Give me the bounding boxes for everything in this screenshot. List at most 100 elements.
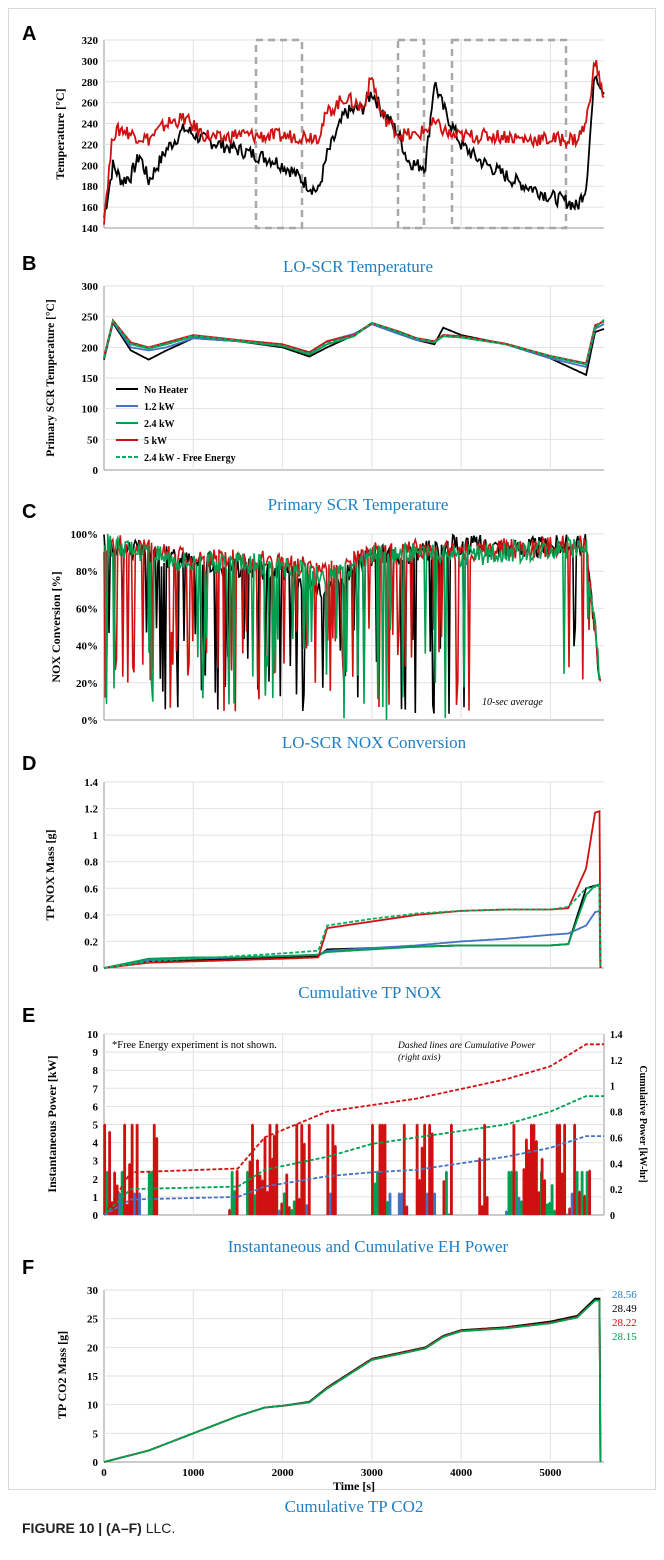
panel-letter: B xyxy=(22,253,36,275)
series-line xyxy=(103,909,602,969)
x-axis-label: Time [s] xyxy=(333,1479,375,1493)
highlight-box xyxy=(396,38,426,230)
y-axis-label: Instantaneous Power [kW] xyxy=(45,1055,59,1192)
y-axis-label: TP CO2 Mass [g] xyxy=(55,1331,69,1419)
y-tick-label: 1 xyxy=(93,1192,99,1204)
y-tick-label: 1 xyxy=(93,830,99,842)
note-right-axis: (right axis) xyxy=(398,1052,440,1063)
panel-title: LO-SCR Temperature xyxy=(283,257,433,276)
end-value-label: 28.22 xyxy=(612,1317,637,1329)
y-tick-label-right: 0.8 xyxy=(610,1108,623,1119)
panel-f: Instantaneous and Cumulative EH Power F … xyxy=(22,1237,637,1516)
y-tick-label: 200 xyxy=(82,342,99,354)
y-tick-label: 280 xyxy=(82,77,99,89)
end-value-label: 28.15 xyxy=(612,1331,637,1343)
y-tick-label: 4 xyxy=(93,1138,99,1150)
y-tick-label-right: 0.4 xyxy=(610,1159,623,1170)
end-value-label: 28.56 xyxy=(612,1289,637,1301)
y-tick-label: 200 xyxy=(82,160,99,172)
y-tick-label: 15 xyxy=(87,1371,99,1383)
panel-c: Primary SCR Temperature C NOX Conversion… xyxy=(22,495,604,727)
y-tick-label: 250 xyxy=(82,312,99,324)
series-line xyxy=(103,1043,604,1216)
y-tick-label: 220 xyxy=(82,139,99,151)
y-tick-label: 10 xyxy=(87,1029,99,1041)
y-tick-label: 6 xyxy=(93,1101,99,1113)
note-free-energy: *Free Energy experiment is not shown. xyxy=(112,1040,277,1051)
y-tick-label: 320 xyxy=(82,35,99,47)
y-tick-label: 3 xyxy=(93,1156,99,1168)
series-line xyxy=(103,74,605,218)
panel-letter: E xyxy=(22,1005,35,1027)
panel-a: A Temperature [°C] 320 300 280 260 240 220 200… xyxy=(22,23,605,235)
series-line xyxy=(103,1297,602,1463)
y-tick-label: 20 xyxy=(87,1342,99,1354)
y-tick-label: 0.2 xyxy=(84,936,98,948)
figure-frame xyxy=(8,8,656,1490)
y-ticks: 300 250 200 150 100 50 0 xyxy=(82,281,99,477)
series-line xyxy=(103,1299,602,1463)
series-line xyxy=(103,320,605,377)
panel-d: LO-SCR NOX Conversion D TP NOX Mass [g] … xyxy=(22,733,604,975)
series-lines xyxy=(103,533,602,720)
caption-text: LLC. xyxy=(141,1520,176,1536)
y-axis-label: Temperature [°C] xyxy=(53,88,67,179)
cumulative-lines xyxy=(103,1043,604,1216)
y-tick-label: 100 xyxy=(82,404,99,416)
y-tick-label: 40% xyxy=(76,641,98,653)
x-tick-label: 4000 xyxy=(450,1467,473,1479)
y-tick-label: 140 xyxy=(82,223,99,235)
series-line xyxy=(103,533,601,720)
x-tick-label: 3000 xyxy=(361,1467,384,1479)
panel-letter: D xyxy=(22,753,36,775)
x-tick-label: 1000 xyxy=(182,1467,205,1479)
legend-label: 2.4 kW - Free Energy xyxy=(144,453,236,464)
y-tick-label: 8 xyxy=(93,1065,99,1077)
y-tick-label: 0.8 xyxy=(84,857,98,869)
caption-label: FIGURE 10 | (A–F) xyxy=(22,1520,142,1536)
y-tick-label: 100% xyxy=(71,529,99,541)
y-ticks: 30 25 20 15 10 5 0 xyxy=(87,1285,99,1469)
panel-letter: A xyxy=(22,23,36,45)
x-tick-label: 5000 xyxy=(539,1467,562,1479)
y-tick-label: 5 xyxy=(93,1428,99,1440)
y-tick-label: 160 xyxy=(82,202,99,214)
y-tick-label: 20% xyxy=(76,678,98,690)
x-ticks: 0 1000 2000 3000 4000 5000 xyxy=(101,1467,562,1479)
y-axis-label: NOX Conversion [%] xyxy=(49,571,63,682)
panel-bottom-title: Cumulative TP CO2 xyxy=(285,1497,424,1516)
series-line xyxy=(103,1135,604,1216)
annotation: 10-sec average xyxy=(482,697,543,708)
y-axis-label: TP NOX Mass [g] xyxy=(43,830,57,921)
legend-label: 5 kW xyxy=(144,436,167,447)
legend-label: 1.2 kW xyxy=(144,402,175,413)
y-tick-label: 1.4 xyxy=(84,777,98,789)
panel-title: Instantaneous and Cumulative EH Power xyxy=(228,1237,509,1256)
panel-title: Primary SCR Temperature xyxy=(268,495,449,514)
series-lines xyxy=(103,59,605,225)
y-axis-label: Primary SCR Temperature [°C] xyxy=(45,299,57,456)
y-tick-label: 150 xyxy=(82,373,99,385)
y-tick-label-right: 0.6 xyxy=(610,1133,623,1144)
panel-e: Cumulative TP NOX E Instantaneous Power … xyxy=(22,983,648,1222)
x-tick-label: 2000 xyxy=(272,1467,295,1479)
y-tick-label: 1.2 xyxy=(84,804,98,816)
y-tick-label: 260 xyxy=(82,98,99,110)
y-ticks: 320 300 280 260 240 220 200 180 160 140 xyxy=(82,35,99,235)
panel-b: LO-SCR Temperature B Primary SCR Tempera… xyxy=(22,253,605,477)
panel-title: Cumulative TP NOX xyxy=(298,983,442,1002)
y-tick-label: 0 xyxy=(93,1457,99,1469)
y-tick-label-right: 0 xyxy=(610,1211,615,1222)
y-tick-label-right: 1 xyxy=(610,1082,615,1093)
y-tick-label: 0 xyxy=(93,1210,99,1222)
y-tick-label: 0.6 xyxy=(84,883,98,895)
y-tick-label: 2 xyxy=(93,1174,99,1186)
y-tick-label-right: 1.4 xyxy=(610,1030,623,1041)
y-tick-label-right: 1.2 xyxy=(610,1056,623,1067)
series-line xyxy=(103,59,605,225)
y-tick-label: 60% xyxy=(76,603,98,615)
y-tick-label: 0 xyxy=(93,963,99,975)
panel-letter: C xyxy=(22,501,36,523)
